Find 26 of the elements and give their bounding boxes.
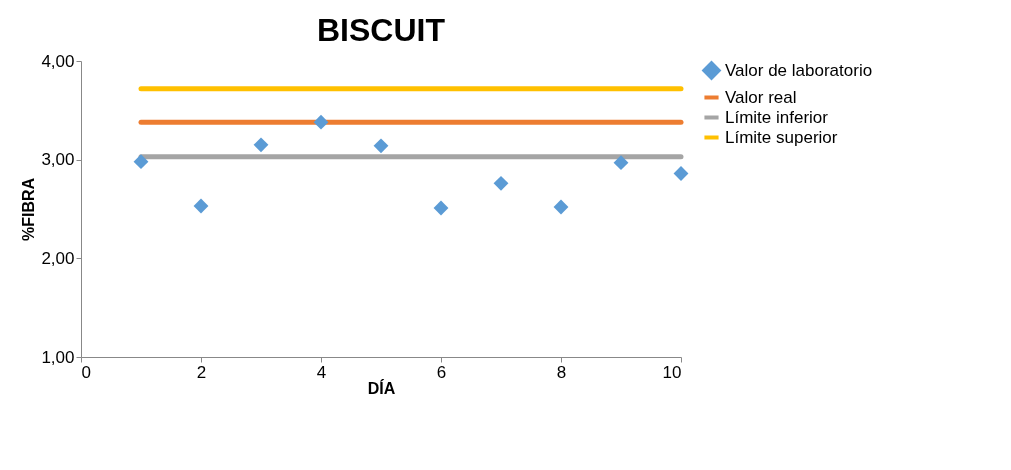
point <box>553 199 569 215</box>
point <box>613 155 629 171</box>
point <box>373 138 389 154</box>
x-axis-title: DÍA <box>367 378 396 397</box>
legend-label: Límite inferior <box>725 107 829 127</box>
legend-label: Valor de laboratorio <box>725 60 873 80</box>
chart-title: BISCUIT <box>317 12 446 48</box>
x-tick-label: 2 <box>196 362 207 382</box>
legend-label: Valor real <box>725 87 797 107</box>
point <box>433 200 449 216</box>
x-tick-label: 0 <box>81 362 91 382</box>
point <box>313 114 329 130</box>
y-tick-label: 2,00 <box>41 248 75 268</box>
x-tick-label: 4 <box>316 362 327 382</box>
point <box>253 137 269 153</box>
point <box>133 154 149 170</box>
x-tick-label: 10 <box>662 362 682 382</box>
point <box>493 175 509 191</box>
x-tick-label: 8 <box>556 362 567 382</box>
y-tick-label: 3,00 <box>41 150 75 170</box>
legend-label: Límite superior <box>725 127 838 147</box>
point <box>193 198 209 214</box>
y-tick-label: 1,00 <box>41 347 75 367</box>
y-tick-label: 4,00 <box>41 51 75 71</box>
x-tick-label: 6 <box>436 362 447 382</box>
y-axis-title: %FIBRA <box>20 177 38 242</box>
